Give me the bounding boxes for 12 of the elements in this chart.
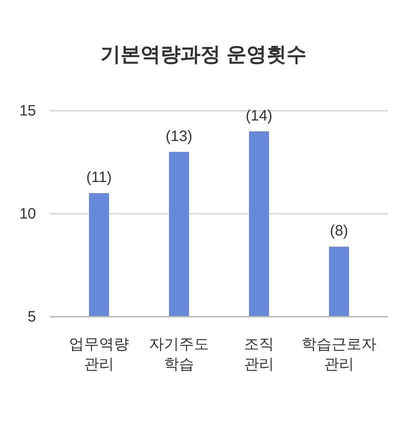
x-tick-label: 학습근로자 관리 xyxy=(302,336,376,373)
data-label: (14) xyxy=(246,107,272,124)
data-label: (11) xyxy=(86,169,112,186)
x-tick-label: 업무역량 관리 xyxy=(69,336,129,373)
data-label: (13) xyxy=(166,128,192,145)
y-tick-label: 5 xyxy=(28,308,36,326)
chart-title: 기본역량과정 운영횟수 xyxy=(100,44,306,66)
x-tick-label: 자기주도 학습 xyxy=(149,336,209,373)
y-tick-label: 10 xyxy=(19,206,36,223)
x-tick-label: 조직 관리 xyxy=(244,336,274,373)
data-label: (8) xyxy=(330,222,348,240)
y-tick-label: 15 xyxy=(19,102,36,120)
